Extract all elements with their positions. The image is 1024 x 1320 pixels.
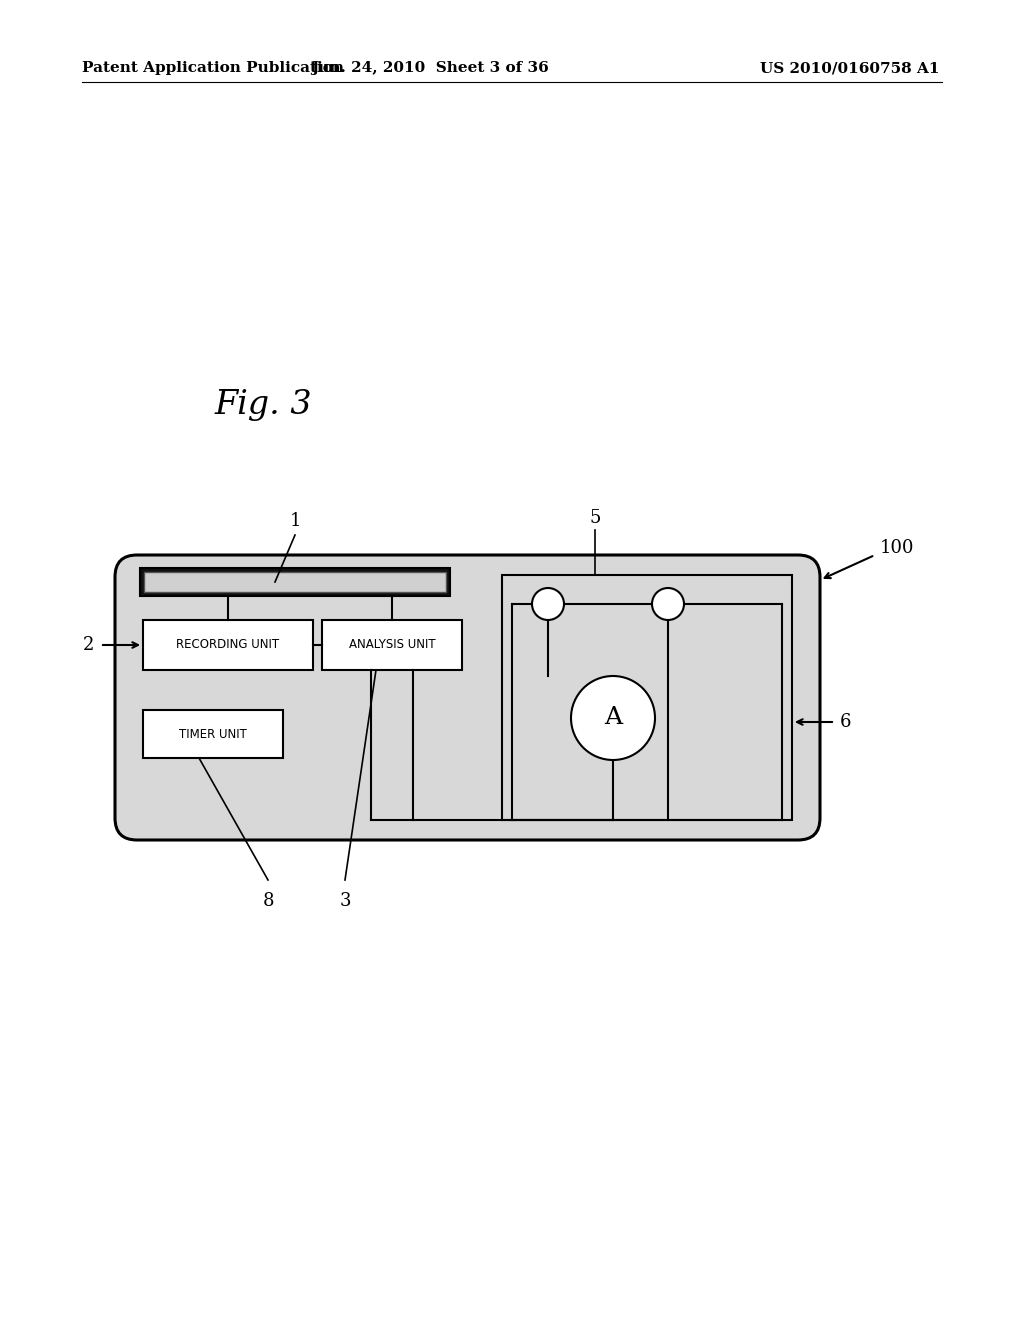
Text: 5: 5: [590, 510, 601, 527]
Bar: [502, 576, 792, 820]
Text: Fig. 3: Fig. 3: [215, 389, 312, 421]
Circle shape: [652, 587, 684, 620]
Text: Patent Application Publication: Patent Application Publication: [82, 61, 344, 75]
Bar: [140, 568, 450, 597]
Text: 6: 6: [840, 713, 852, 731]
Text: RECORDING UNIT: RECORDING UNIT: [176, 639, 280, 652]
Bar: [143, 620, 313, 671]
Text: TIMER UNIT: TIMER UNIT: [179, 727, 247, 741]
Text: A: A: [604, 706, 622, 730]
Text: 1: 1: [289, 512, 301, 531]
Text: 3: 3: [339, 892, 351, 909]
Text: US 2010/0160758 A1: US 2010/0160758 A1: [761, 61, 940, 75]
Circle shape: [532, 587, 564, 620]
Text: ANALYSIS UNIT: ANALYSIS UNIT: [349, 639, 435, 652]
Text: 8: 8: [262, 892, 273, 909]
Circle shape: [571, 676, 655, 760]
Bar: [143, 710, 283, 758]
Bar: [144, 572, 446, 591]
Text: Jun. 24, 2010  Sheet 3 of 36: Jun. 24, 2010 Sheet 3 of 36: [311, 61, 549, 75]
Text: 2: 2: [82, 636, 93, 653]
FancyBboxPatch shape: [115, 554, 820, 840]
Text: 100: 100: [880, 539, 914, 557]
Bar: [322, 620, 462, 671]
